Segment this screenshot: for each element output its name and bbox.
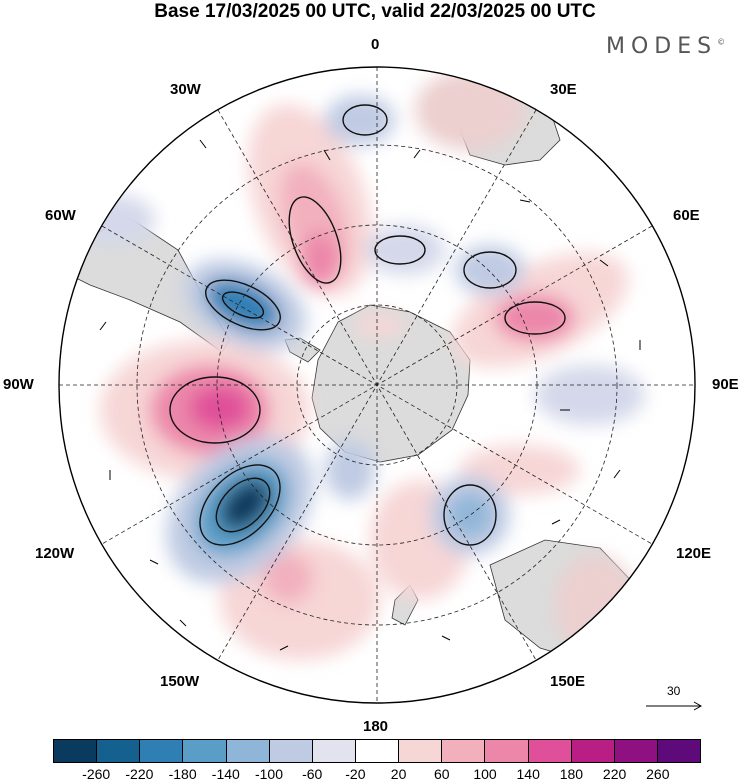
reference-vector-label: 30 xyxy=(667,684,681,698)
wind-vectors xyxy=(99,139,641,651)
lon-label-150e: 150E xyxy=(550,673,586,690)
colorbar-tick-label: 180 xyxy=(559,766,584,782)
lon-label-30e: 30E xyxy=(550,81,577,98)
lon-label-90w: 90W xyxy=(3,376,34,393)
colorbar-tick-label: 60 xyxy=(434,766,450,782)
colorbar-segment xyxy=(183,740,227,762)
colorbar-tick-label: 20 xyxy=(390,766,407,782)
colorbar-tick-label: 220 xyxy=(602,766,627,782)
colorbar-tick-label: 260 xyxy=(646,766,670,782)
colorbar-segment xyxy=(571,740,615,762)
colorbar-segment xyxy=(614,740,658,762)
colorbar-segment xyxy=(657,740,701,762)
lon-label-30w: 30W xyxy=(170,81,201,98)
colorbar-segment xyxy=(485,740,529,762)
lon-label-180: 180 xyxy=(363,718,389,735)
copyright-mark: © xyxy=(717,37,726,47)
lon-label-90e: 90E xyxy=(712,376,739,393)
graticule xyxy=(59,67,695,703)
colorbar-segment xyxy=(140,740,184,762)
colorbar-tick-label: -140 xyxy=(211,766,240,782)
lon-label-150w: 150W xyxy=(160,673,200,690)
antarctica xyxy=(311,304,471,463)
colorbar-tick-label: -60 xyxy=(302,766,323,782)
colorbar-segment xyxy=(269,740,313,762)
colorbar-segment xyxy=(54,740,98,762)
colorbar-segment xyxy=(355,740,400,762)
colorbar-segment xyxy=(399,740,443,762)
reference-vector-arrow-icon xyxy=(646,701,703,711)
colorbar-segment xyxy=(97,740,141,762)
colorbar-segment xyxy=(528,740,572,762)
colorbar-ticks: -260 -220 -180 -140 -100 -60 -20 20 60 100 140 180 2… xyxy=(53,766,701,782)
colorbar-segment xyxy=(442,740,486,762)
map-title: Base 17/03/2025 00 UTC, valid 22/03/2025… xyxy=(154,1,596,22)
brand-text: MODES xyxy=(606,34,718,59)
colorbar-tick-label: -260 xyxy=(82,766,111,782)
polar-map xyxy=(58,66,696,704)
lon-label-120w: 120W xyxy=(35,545,75,562)
colorbar-segment xyxy=(226,740,270,762)
lon-label-60e: 60E xyxy=(673,207,700,224)
colorbar-tick-label: -100 xyxy=(254,766,284,782)
modes-logo: MODES© xyxy=(606,34,725,59)
lon-label-120e: 120E xyxy=(676,545,712,562)
colorbar-tick-label: 100 xyxy=(473,766,497,782)
lon-label-60w: 60W xyxy=(45,207,76,224)
colorbar-tick-label: 140 xyxy=(516,766,540,782)
colorbar-tick-label: -20 xyxy=(345,766,366,782)
colorbar-tick-label: -220 xyxy=(125,766,154,782)
height-contours xyxy=(169,104,566,546)
colorbar xyxy=(53,739,701,763)
lon-label-0: 0 xyxy=(371,36,380,53)
colorbar-tick-label: -180 xyxy=(168,766,197,782)
colorbar-segment xyxy=(312,740,356,762)
